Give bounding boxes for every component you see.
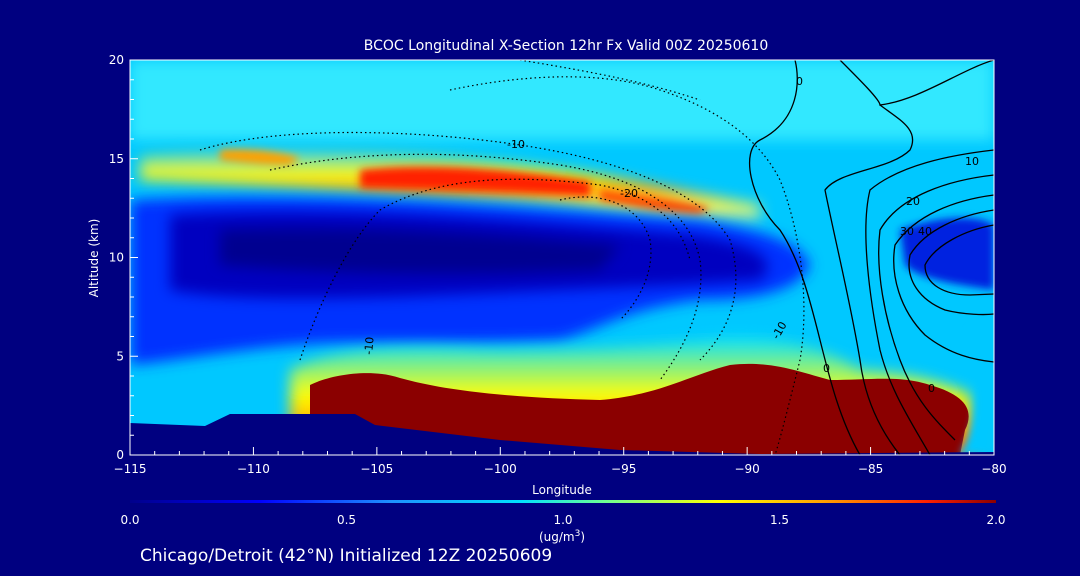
chart-title: BCOC Longitudinal X-Section 12hr Fx Vali…: [364, 38, 768, 54]
colorbar-ticks: 0.0 0.5 1.0 1.5 2.0: [120, 513, 1005, 527]
terrain-mask: [130, 414, 994, 455]
footer-caption: Chicago/Detroit (42°N) Initialized 12Z 2…: [140, 546, 552, 566]
y-tick-label: 10: [109, 251, 124, 265]
concentration-field: -10 -20 -10 -10 0 0 10 20 30 40 0: [130, 60, 994, 455]
x-axis-label: Longitude: [532, 483, 592, 497]
y-axis-label: Altitude (km): [87, 219, 101, 298]
x-tick-label: −115: [114, 462, 147, 476]
x-tick-label: −85: [858, 462, 883, 476]
contour-label: 10: [965, 155, 979, 168]
x-tick-label: −80: [981, 462, 1006, 476]
y-tick-label: 20: [109, 53, 124, 67]
x-tick-label: −100: [484, 462, 517, 476]
y-axis: 0 5 10 15 20: [109, 53, 138, 462]
x-tick-label: −110: [237, 462, 270, 476]
contour-label: 0: [796, 75, 803, 88]
colorbar-label: (ug/m3): [539, 529, 585, 544]
contour-label: 20: [906, 195, 920, 208]
contour-label: -10: [507, 138, 525, 151]
contour-label: 0: [928, 382, 935, 395]
colorbar-tick-label: 1.0: [553, 513, 572, 527]
x-tick-label: −105: [360, 462, 393, 476]
contour-label: 30: [900, 225, 914, 238]
colorbar: [130, 500, 996, 503]
x-axis: −115 −110 −105 −100 −95 −90 −85 −80: [114, 447, 1007, 476]
contour-label: 0: [823, 362, 830, 375]
contour-label: -20: [620, 187, 638, 200]
x-tick-label: −90: [734, 462, 759, 476]
x-tick-label: −95: [611, 462, 636, 476]
colorbar-tick-label: 0.5: [337, 513, 356, 527]
colorbar-tick-label: 0.0: [120, 513, 139, 527]
contour-label: 40: [918, 225, 932, 238]
y-tick-label: 15: [109, 152, 124, 166]
colorbar-tick-label: 2.0: [986, 513, 1005, 527]
negative-contours: [199, 60, 805, 455]
y-tick-label: 5: [116, 349, 124, 363]
colorbar-tick-label: 1.5: [770, 513, 789, 527]
contour-label: -10: [362, 336, 377, 355]
positive-contours: [748, 60, 994, 455]
y-tick-label: 0: [116, 448, 124, 462]
